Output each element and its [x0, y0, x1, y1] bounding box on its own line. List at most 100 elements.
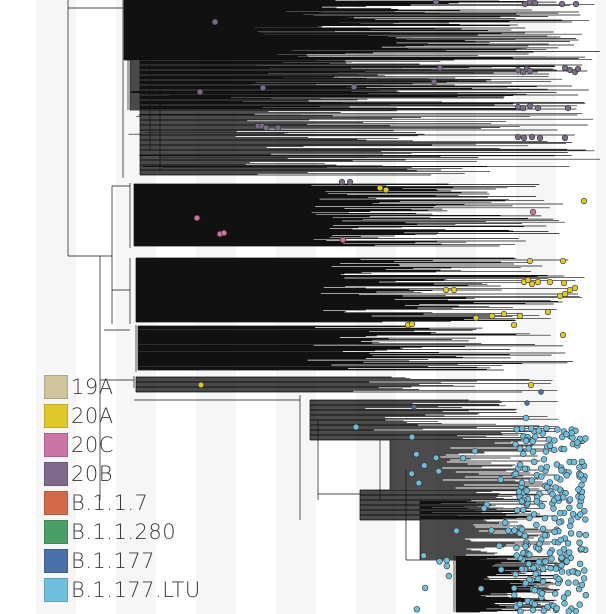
tip-marker — [533, 521, 540, 529]
legend-swatch — [44, 403, 68, 428]
tip-marker — [443, 556, 450, 564]
tip-marker — [497, 476, 504, 483]
tip-marker — [513, 544, 520, 551]
tip-marker — [516, 312, 524, 320]
tip-marker — [522, 579, 529, 587]
tip-marker — [576, 530, 583, 538]
tip-marker — [571, 284, 579, 292]
tip-marker — [582, 516, 589, 523]
tip-marker — [453, 527, 460, 534]
tip-marker — [488, 527, 495, 534]
clade-legend: 19A 20A 20C 20B B.1.1.7 B.1.1.280 B.1.177 B.1.1… — [44, 372, 201, 604]
tip-marker — [569, 511, 577, 518]
tip-marker — [520, 450, 527, 458]
tip-marker — [559, 257, 567, 265]
tip-marker — [532, 433, 539, 440]
legend-label: B.1.1.7 — [71, 490, 149, 515]
tip-marker — [551, 528, 558, 535]
tip-marker — [582, 591, 589, 599]
branch-paths — [67, 0, 600, 613]
tip-marker — [513, 426, 520, 433]
tip-marker — [558, 568, 566, 575]
tip-marker — [408, 470, 415, 477]
legend-item[interactable]: 20C — [44, 430, 201, 459]
legend-item[interactable]: B.1.1.7 — [44, 488, 201, 517]
tip-marker — [566, 496, 574, 503]
tip-marker — [411, 404, 417, 410]
tip-marker — [510, 321, 518, 329]
tip-marker — [532, 570, 539, 578]
legend-item[interactable]: B.1.177 — [44, 546, 201, 575]
tip-marker — [511, 591, 518, 599]
tip-marker — [563, 431, 570, 438]
tip-marker — [529, 448, 537, 455]
tip-marker — [518, 498, 526, 505]
tip-marker — [408, 433, 416, 441]
tip-marker — [422, 584, 429, 592]
tip-marker — [376, 184, 384, 192]
tip-marker — [524, 400, 530, 406]
tip-marker — [477, 585, 485, 592]
tip-marker — [570, 458, 578, 466]
tip-marker — [513, 507, 521, 514]
tip-marker — [546, 278, 554, 286]
tip-marker — [498, 566, 505, 573]
tip-marker — [436, 558, 443, 565]
tip-marker — [459, 455, 467, 462]
tip-marker — [581, 508, 588, 515]
tip-marker — [527, 381, 535, 389]
tip-marker — [538, 473, 545, 480]
tip-marker — [546, 549, 554, 557]
tip-marker — [578, 581, 586, 588]
tip-marker — [551, 514, 558, 522]
tip-marker — [578, 545, 585, 552]
legend-item[interactable]: 19A — [44, 372, 201, 401]
tip-marker — [525, 445, 532, 452]
legend-item[interactable]: B.1.1.280 — [44, 517, 201, 546]
tip-marker — [556, 509, 564, 517]
tip-marker — [569, 568, 576, 575]
tips — [193, 0, 589, 614]
tip-marker — [534, 278, 542, 286]
tip-marker — [529, 606, 537, 614]
tip-marker — [522, 543, 529, 550]
tip-marker — [538, 389, 544, 395]
tip-marker — [530, 511, 538, 518]
tip-marker — [512, 441, 519, 448]
tip-marker — [443, 562, 451, 570]
tip-marker — [566, 549, 573, 556]
tip-marker — [193, 214, 201, 222]
tip-marker — [197, 381, 205, 389]
tip-marker — [542, 558, 549, 565]
legend-swatch — [44, 461, 68, 486]
legend-item[interactable]: B.1.177.LTU — [44, 575, 201, 604]
tip-marker — [548, 555, 555, 562]
tip-marker — [523, 487, 530, 494]
legend-item[interactable]: 20A — [44, 401, 201, 430]
legend-label: 20A — [71, 403, 114, 428]
tip-marker — [543, 463, 550, 471]
tip-marker — [274, 124, 282, 132]
tip-marker — [521, 465, 529, 472]
tip-marker — [445, 572, 453, 580]
legend-item[interactable]: 20B — [44, 459, 201, 488]
tip-marker — [555, 575, 562, 583]
tip-marker — [516, 600, 523, 608]
tip-marker — [531, 601, 538, 608]
tip-marker — [567, 517, 575, 524]
tip-marker — [538, 590, 546, 597]
tip-marker — [516, 445, 524, 452]
tip-marker — [564, 104, 572, 112]
tip-marker — [350, 83, 358, 91]
tip-marker — [533, 498, 540, 505]
tip-marker — [576, 464, 583, 471]
legend-label: B.1.1.280 — [71, 519, 177, 544]
tip-marker — [522, 414, 530, 422]
tip-marker — [211, 18, 219, 26]
tip-marker — [558, 561, 565, 569]
tip-marker — [547, 564, 554, 572]
tip-marker — [518, 479, 525, 486]
tip-marker — [543, 484, 551, 491]
